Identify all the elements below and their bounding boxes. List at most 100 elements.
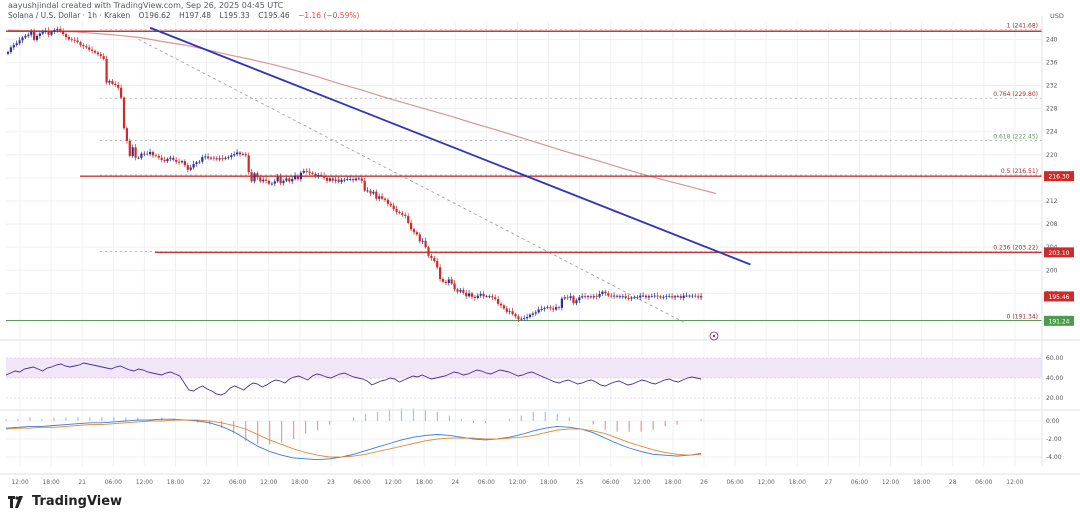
candle-body — [430, 255, 433, 259]
candle-body — [207, 156, 210, 159]
candle-body — [560, 298, 563, 308]
candle-body — [328, 178, 331, 181]
x-tick-label: 18:00 — [664, 479, 681, 486]
candle-body — [595, 296, 598, 298]
candle-body — [439, 267, 442, 279]
candle-body — [76, 40, 79, 43]
candle-body — [288, 178, 291, 182]
x-tick-label: 18:00 — [913, 479, 930, 486]
candle-body — [514, 314, 517, 317]
rsi-tick-label: 40.00 — [1046, 375, 1063, 382]
candle-body — [543, 307, 546, 309]
candle-body — [108, 80, 111, 83]
candle-body — [456, 289, 459, 292]
x-tick-label: 26 — [700, 479, 708, 486]
candle-body — [604, 291, 607, 294]
candle-body — [534, 312, 537, 314]
candle-body — [91, 49, 94, 51]
candle-body — [639, 295, 642, 298]
price-chart[interactable]: 12:00 18:00 21 06:00 12:00 18:00 22 06:00 12:00 1… — [0, 0, 1080, 490]
price-axis-label: 191.24 — [1049, 318, 1070, 325]
x-tick-label: 12:00 — [509, 479, 526, 486]
candle-body — [557, 307, 561, 309]
candle-body — [375, 191, 378, 199]
candle-body — [584, 296, 587, 298]
candle-body — [265, 179, 268, 181]
candle-body — [462, 289, 465, 293]
x-tick-label: 18:00 — [42, 479, 59, 486]
fib-level-label: 0.5 (216.51) — [1001, 168, 1038, 175]
candle-body — [697, 296, 700, 298]
target-icon-dot — [712, 334, 716, 338]
price-axis-label: 195.46 — [1049, 294, 1070, 301]
candle-body — [30, 31, 33, 35]
candle-body — [323, 175, 326, 178]
candle-body — [465, 292, 468, 297]
candle-body — [195, 162, 198, 165]
candle-body — [238, 152, 242, 155]
candle-body — [656, 295, 659, 297]
candle-body — [38, 33, 41, 36]
y-tick-label: 200 — [1046, 267, 1058, 274]
candle-body — [296, 175, 300, 180]
x-tick-label: 21 — [78, 479, 86, 486]
candle-body — [117, 84, 120, 88]
candle-body — [546, 307, 549, 309]
candle-body — [366, 190, 369, 192]
moving-average-line — [7, 29, 716, 195]
candle-body — [85, 46, 88, 48]
candle-body — [27, 34, 30, 36]
candle-body — [653, 295, 656, 297]
candle-body — [433, 258, 436, 262]
x-tick-label: 12:00 — [758, 479, 775, 486]
y-tick-label: 224 — [1046, 129, 1058, 136]
candle-body — [21, 37, 24, 41]
channel-line — [138, 38, 684, 323]
symbol-name[interactable]: Solana / U.S. Dollar · 1h · Kraken — [8, 11, 131, 20]
candle-body — [511, 311, 514, 315]
candle-body — [88, 47, 91, 50]
candle-body — [497, 299, 500, 304]
tradingview-logo-icon — [8, 495, 23, 508]
candle-body — [282, 180, 285, 184]
candle-body — [378, 196, 381, 199]
candle-body — [70, 39, 73, 41]
candle-body — [53, 30, 56, 32]
candle-body — [482, 293, 485, 297]
candle-body — [180, 161, 184, 163]
price-axis-label-box — [1044, 247, 1074, 258]
candle-body — [122, 97, 126, 129]
candle-body — [227, 157, 230, 158]
price-axis-label-box — [1044, 291, 1074, 302]
candle-body — [163, 159, 166, 162]
candle-body — [395, 209, 398, 212]
candle-body — [9, 47, 12, 53]
candle-body — [305, 170, 308, 172]
candle-body — [398, 211, 401, 214]
candle-body — [215, 158, 218, 160]
candle-body — [476, 295, 479, 298]
ohlc-low: L195.33 — [219, 11, 250, 20]
candle-body — [586, 296, 590, 298]
x-tick-label: 06:00 — [353, 479, 370, 486]
candle-body — [267, 180, 271, 184]
macd-signal-line — [5, 419, 702, 458]
price-axis-label-box — [1044, 315, 1074, 326]
rsi-band — [6, 358, 1042, 378]
candle-body — [18, 40, 21, 44]
y-tick-label: 240 — [1046, 36, 1058, 43]
candle-body — [134, 147, 137, 158]
candle-body — [363, 180, 366, 191]
candle-body — [346, 179, 349, 180]
candle-body — [578, 297, 581, 301]
candle-body — [15, 43, 18, 46]
candle-body — [294, 175, 297, 180]
creator-caption: aayushjindal created with TradingView.co… — [8, 1, 284, 10]
candle-body — [468, 293, 471, 297]
candle-body — [93, 50, 97, 53]
candle-body — [360, 178, 363, 181]
candle-body — [35, 35, 39, 40]
candle-body — [354, 178, 358, 181]
price-axis-label-box — [1044, 171, 1074, 182]
symbol-ohlc-bar: Solana / U.S. Dollar · 1h · Kraken O196.… — [8, 11, 365, 20]
